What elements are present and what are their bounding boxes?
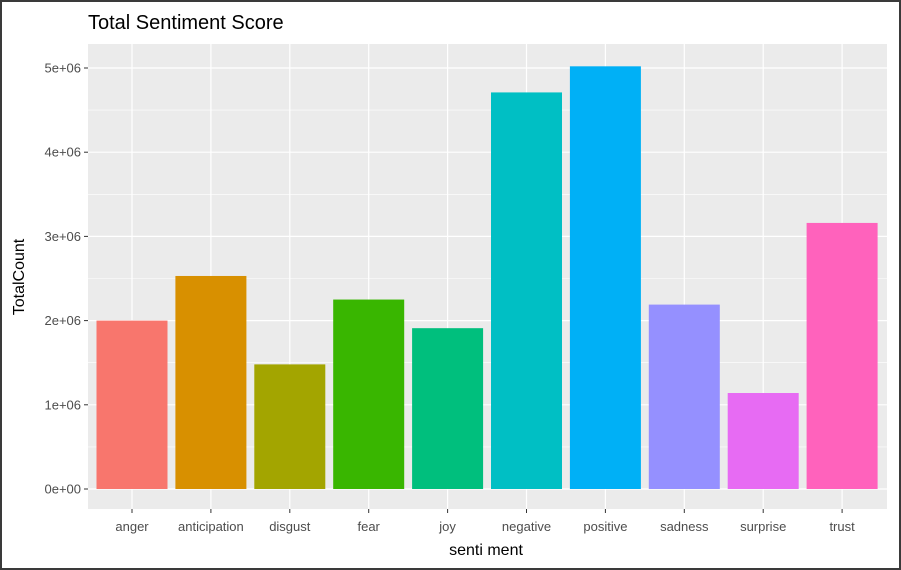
x-tick-label: surprise (740, 519, 786, 534)
chart-title: Total Sentiment Score (88, 12, 284, 34)
bar-trust (806, 222, 878, 490)
y-tick-label: 4e+06 (44, 145, 81, 160)
bar-positive (569, 66, 641, 489)
y-tick-label: 2e+06 (44, 313, 81, 328)
y-axis-label: TotalCount (11, 238, 28, 315)
x-axis-label: senti ment (449, 542, 523, 559)
bar-anger (96, 320, 168, 489)
x-tick-label: negative (502, 519, 551, 534)
y-tick-label: 5e+06 (44, 61, 81, 76)
x-tick-label: disgust (269, 519, 311, 534)
x-tick-label: anticipation (178, 519, 244, 534)
bar-joy (412, 328, 484, 489)
bar-sadness (648, 304, 720, 489)
bar-surprise (727, 393, 799, 489)
bar-anticipation (175, 275, 247, 489)
x-tick-label: fear (357, 519, 380, 534)
bar-disgust (254, 364, 326, 489)
x-tick-label: anger (115, 519, 149, 534)
bars (96, 66, 878, 490)
bar-fear (333, 299, 405, 489)
x-axis: anger anticipation disgust fear joy negative p… (115, 509, 855, 534)
x-tick-label: sadness (660, 519, 709, 534)
y-tick-label: 0e+00 (44, 482, 81, 497)
x-tick-label: positive (583, 519, 627, 534)
x-tick-label: trust (829, 519, 855, 534)
y-axis: 0e+00 1e+06 2e+06 3e+06 4e+06 5e+06 (44, 61, 88, 497)
y-tick-label: 1e+06 (44, 397, 81, 412)
bar-negative (491, 92, 562, 489)
y-tick-label: 3e+06 (44, 229, 81, 244)
x-tick-label: joy (438, 519, 456, 534)
